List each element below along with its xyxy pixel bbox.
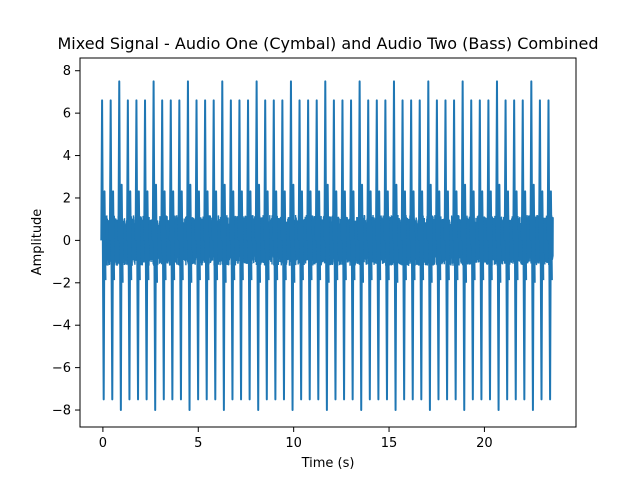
y-tick-label: −8: [52, 404, 71, 419]
y-tick-label: 6: [63, 107, 71, 122]
y-tick-label: 8: [63, 64, 71, 79]
x-axis-ticks: 0 5 10 15 20: [99, 427, 493, 451]
signal-peak: [263, 99, 270, 401]
signal-peak: [520, 99, 528, 401]
y-tick-label: 2: [63, 191, 71, 206]
y-axis-ticks: −8 −6 −4 −2 0 2 4 6 8: [52, 64, 80, 419]
x-tick-label: 10: [285, 436, 302, 451]
signal-peak: [486, 99, 493, 401]
signal-peak: [469, 99, 476, 401]
signal-peak: [452, 99, 459, 401]
signal-peak: [460, 80, 468, 412]
signal-peak: [194, 99, 201, 401]
signal-peak: [211, 99, 219, 401]
y-tick-label: 4: [63, 149, 71, 164]
signal-peak: [495, 80, 502, 412]
signal-peak: [340, 99, 347, 401]
signal-peak: [186, 80, 193, 412]
plot-area: [79, 57, 577, 428]
signal-peak: [254, 80, 262, 412]
signal-peak: [134, 99, 141, 401]
signal-peak: [443, 99, 450, 401]
signal-peak: [151, 80, 158, 412]
signal-peak: [546, 99, 553, 401]
signal-peak: [512, 99, 519, 401]
signal-peak: [366, 99, 373, 401]
signal-peak: [108, 99, 116, 401]
signal-peak: [237, 99, 244, 401]
x-tick-label: 5: [194, 436, 202, 451]
signal-peak: [392, 80, 399, 412]
signal-peak: [246, 99, 253, 401]
signal-peak: [383, 99, 390, 401]
signal-waveform: [100, 80, 554, 412]
signal-peak: [220, 80, 227, 412]
signal-peak: [435, 99, 442, 401]
signal-peak: [203, 99, 210, 401]
signal-peak: [117, 80, 124, 412]
signal-peak: [478, 99, 485, 401]
signal-peak: [280, 99, 287, 401]
signal-peak: [297, 99, 304, 401]
signal-peak: [323, 80, 330, 412]
signal-peak: [426, 80, 433, 412]
signal-peak: [177, 99, 184, 401]
signal-peak: [100, 99, 107, 401]
signal-peak: [143, 99, 150, 401]
signal-peak: [409, 99, 416, 401]
signal-peak: [417, 99, 425, 401]
signal-peak: [168, 99, 176, 401]
y-tick-label: −6: [52, 361, 71, 376]
y-axis-label: Amplitude: [30, 209, 45, 276]
signal-peak: [503, 99, 510, 401]
x-tick-label: 0: [99, 436, 107, 451]
y-tick-label: −4: [52, 319, 71, 334]
signal-peak: [400, 99, 407, 401]
signal-peak: [126, 99, 133, 401]
x-tick-label: 15: [381, 436, 398, 451]
signal-peak: [332, 99, 339, 401]
signal-peak: [375, 99, 382, 401]
signal-peak: [314, 99, 322, 401]
x-axis-label: Time (s): [301, 456, 355, 471]
signal-peak: [529, 80, 536, 412]
signal-peak: [229, 99, 236, 401]
signal-peak: [349, 99, 356, 401]
signal-peak: [289, 80, 296, 412]
signal-peak: [160, 99, 167, 401]
signal-peak: [306, 99, 313, 401]
y-tick-label: −2: [52, 276, 71, 291]
chart-title: Mixed Signal - Audio One (Cymbal) and Au…: [58, 34, 599, 53]
x-tick-label: 20: [476, 436, 493, 451]
signal-peak: [357, 80, 365, 412]
signal-peak: [271, 99, 279, 401]
y-tick-label: 0: [63, 234, 71, 249]
signal-peak: [538, 99, 545, 401]
